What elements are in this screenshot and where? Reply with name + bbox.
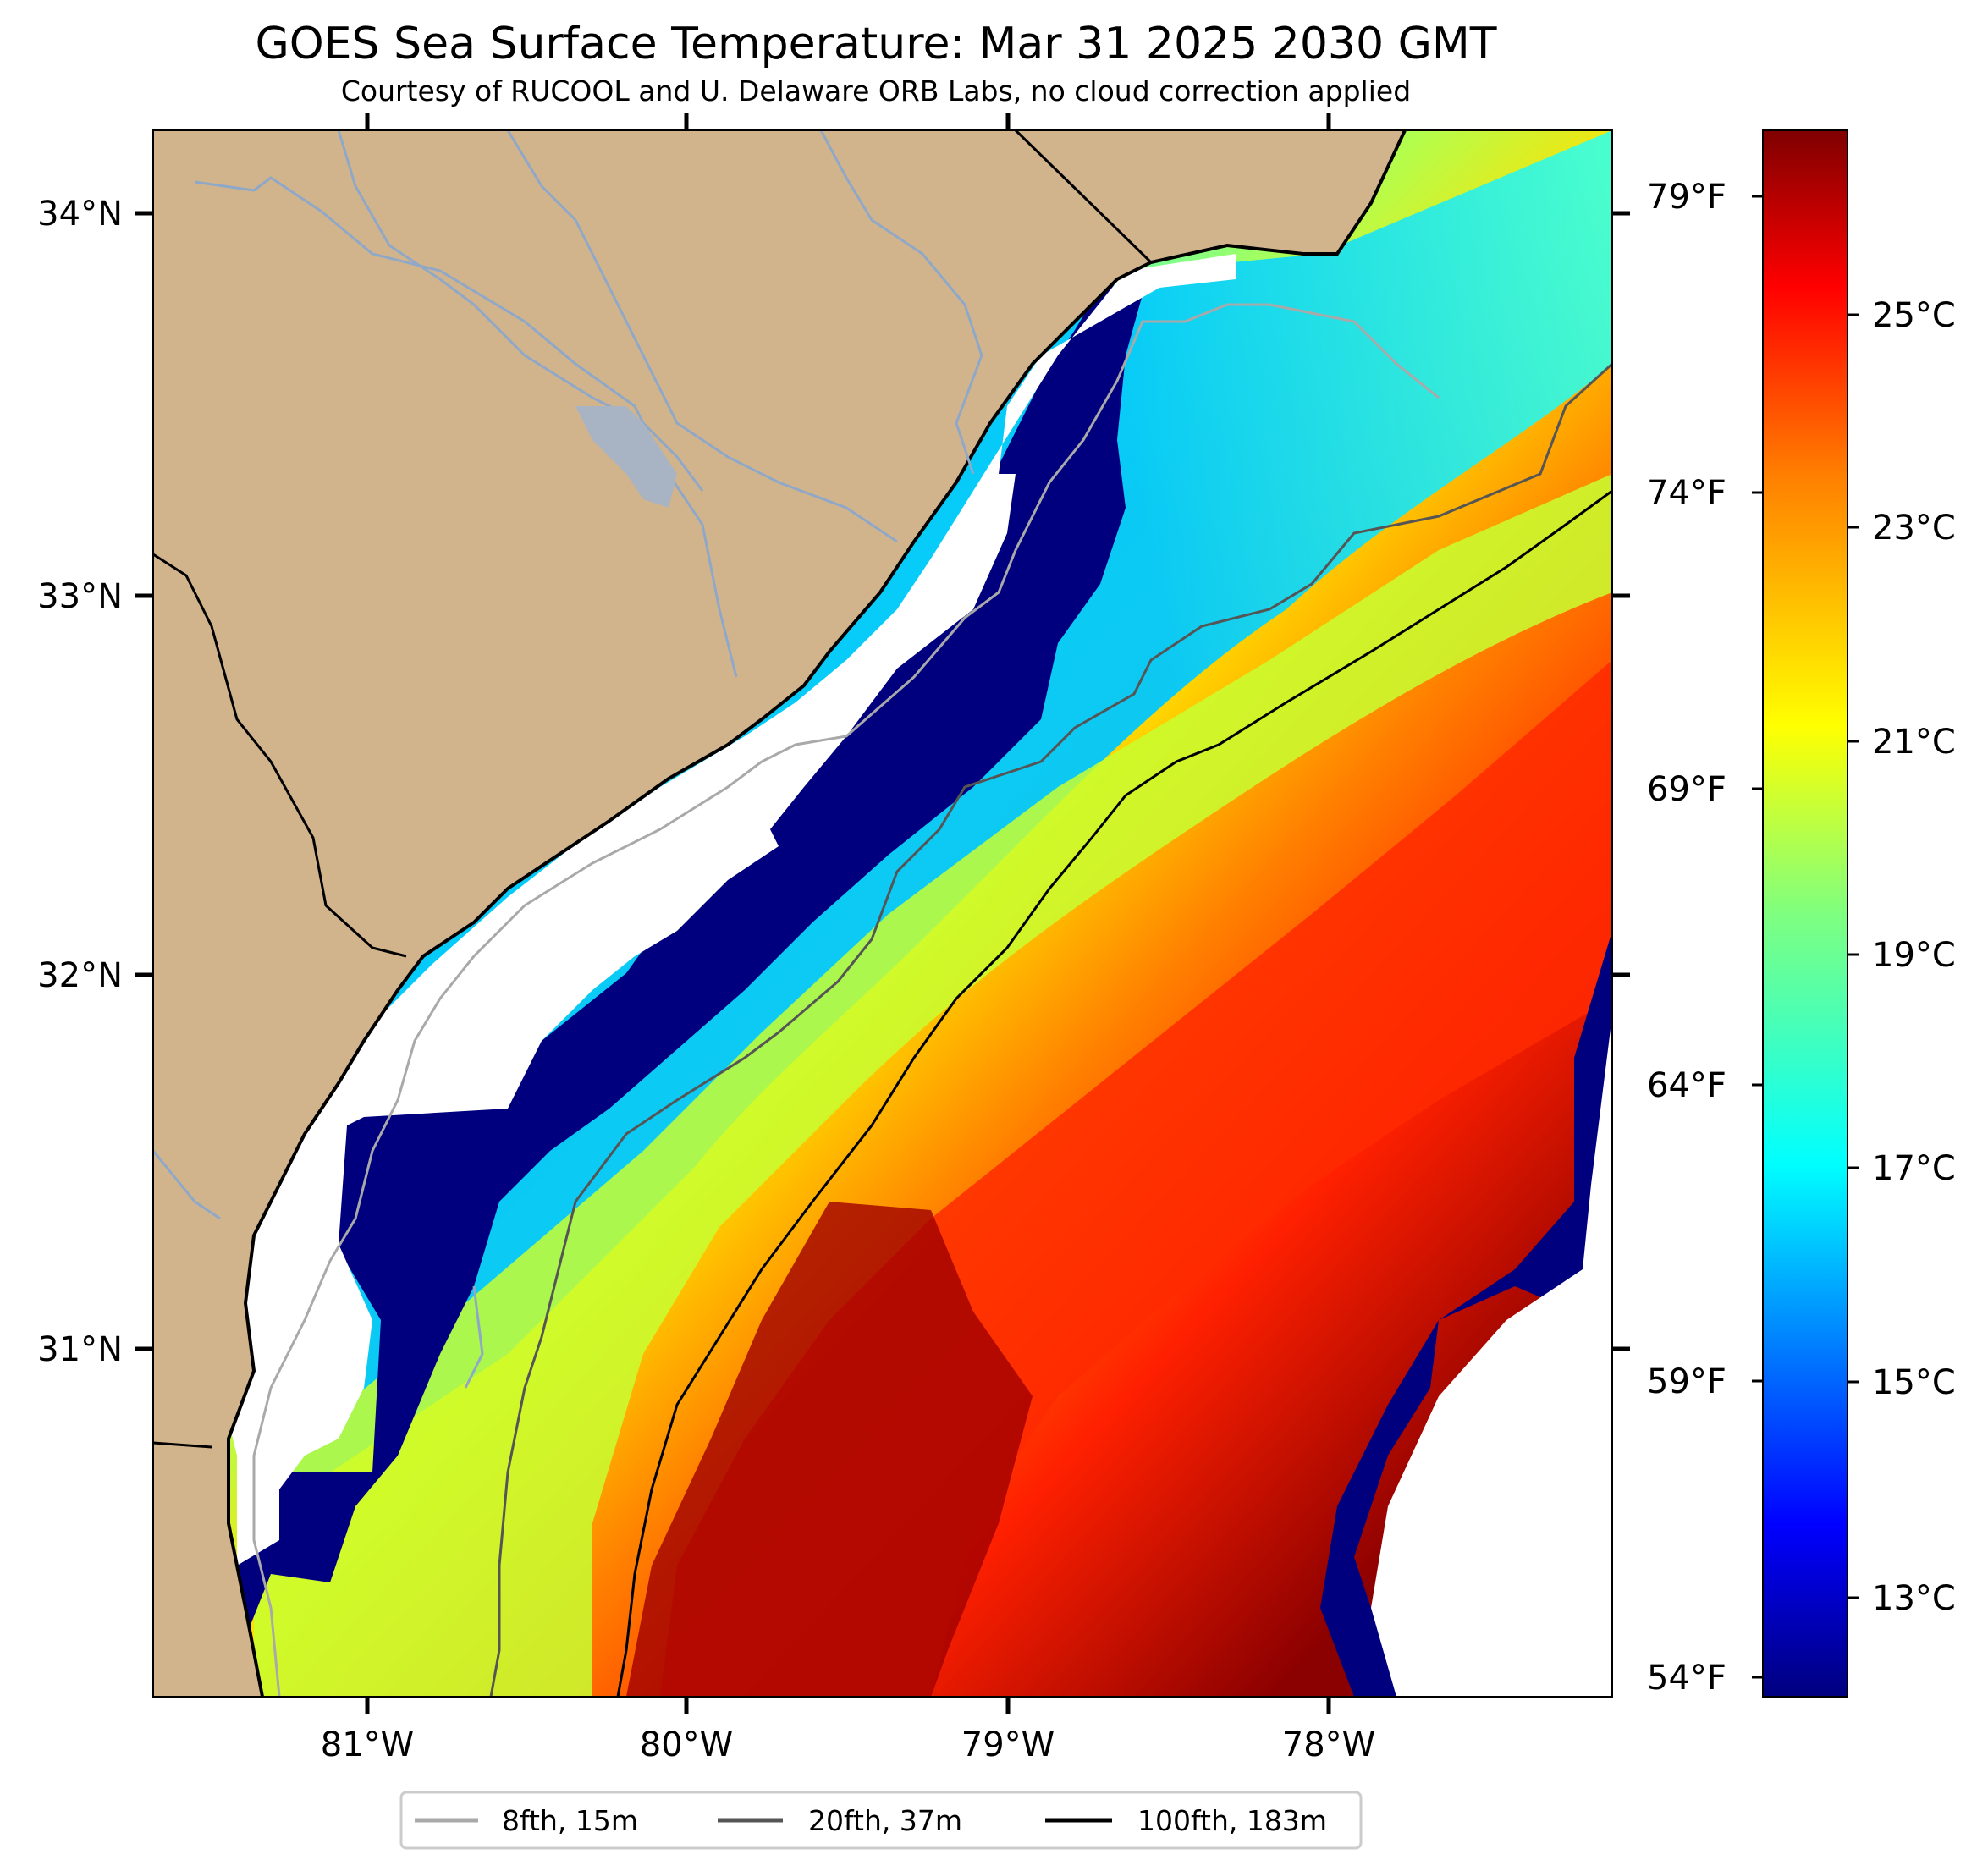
map-subtitle: Courtesy of RUCOOL and U. Delaware ORB L… xyxy=(340,74,1412,107)
cb-label-15: 15°C xyxy=(1872,1363,1956,1402)
colorbar xyxy=(1762,129,1848,1698)
legend: 8fth, 15m 20fth, 37m 100fth, 183m xyxy=(399,1791,1363,1850)
isobath-8fth xyxy=(252,303,1440,1697)
lon-label-78: 78°W xyxy=(1282,1725,1375,1764)
legend-box xyxy=(399,1791,1363,1850)
map-area xyxy=(153,130,1612,1697)
state-border-ga-fl xyxy=(153,1441,212,1449)
cb-label-23: 23°C xyxy=(1872,509,1956,548)
legend-label-100fth: 100fth, 183m xyxy=(1137,1804,1327,1837)
cb-label-19: 19°C xyxy=(1872,936,1956,975)
lon-label-80: 80°W xyxy=(640,1725,733,1764)
eastern-cold-filament xyxy=(1320,931,1612,1697)
f-label-59: 59°F xyxy=(1647,1362,1726,1401)
f-label-79: 79°F xyxy=(1647,178,1726,217)
isobath-100fth xyxy=(616,489,1612,1697)
map-title: GOES Sea Surface Temperature: Mar 31 202… xyxy=(255,19,1497,69)
shelf-mid-water xyxy=(254,474,1612,1697)
legend-label-8fth: 8fth, 15m xyxy=(502,1804,638,1837)
lon-label-81: 81°W xyxy=(321,1725,414,1764)
lat-label-31: 31°N xyxy=(37,1330,123,1369)
lat-label-32: 32°N xyxy=(37,956,123,995)
lat-label-33: 33°N xyxy=(37,577,123,616)
no-data-east xyxy=(1371,1015,1612,1697)
f-label-54: 54°F xyxy=(1647,1659,1726,1698)
rivers xyxy=(153,130,983,1389)
lat-ticks xyxy=(135,211,1630,1351)
lon-ticks xyxy=(365,113,1331,1714)
lon-label-79: 79°W xyxy=(961,1725,1055,1764)
cb-label-25: 25°C xyxy=(1872,296,1956,335)
state-border-sc-ga xyxy=(153,553,407,958)
lat-label-34: 34°N xyxy=(37,195,123,234)
land-mass xyxy=(153,130,1405,1697)
f-ticks xyxy=(1752,195,1763,1679)
isobath-20fth xyxy=(489,362,1612,1697)
shelf-cool-water xyxy=(254,130,1612,1523)
f-label-64: 64°F xyxy=(1647,1066,1726,1105)
cb-label-21: 21°C xyxy=(1872,723,1956,762)
f-label-69: 69°F xyxy=(1647,770,1726,809)
legend-label-20fth: 20fth, 37m xyxy=(808,1804,962,1837)
colorbar-ticks xyxy=(1848,313,1859,1599)
coastline xyxy=(227,130,1407,1697)
map-frame xyxy=(152,129,1613,1698)
cb-label-13: 13°C xyxy=(1872,1579,1956,1618)
no-data-coastal xyxy=(212,254,1236,1566)
f-label-74: 74°F xyxy=(1647,474,1726,513)
gulf-stream-hot xyxy=(626,1202,1033,1697)
cb-label-17: 17°C xyxy=(1872,1149,1956,1188)
state-border-nc-sc xyxy=(1014,130,1153,264)
lake-marion xyxy=(575,406,677,508)
